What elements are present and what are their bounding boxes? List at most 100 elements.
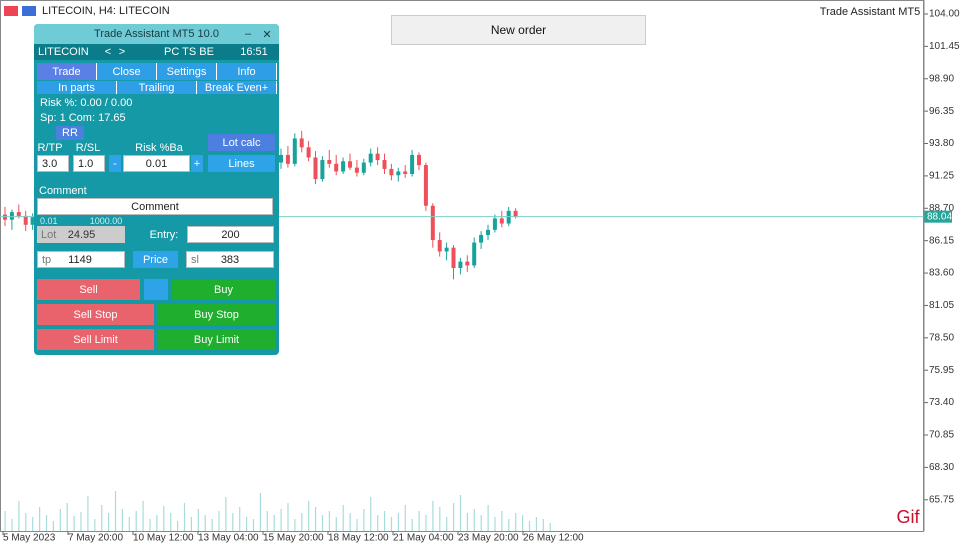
- volume-bar: [4, 511, 6, 531]
- symbol-title: LITECOIN, H4: LITECOIN: [4, 4, 170, 18]
- subtab[interactable]: In parts: [37, 81, 117, 94]
- y-tick-label: 65.75: [929, 494, 954, 505]
- volume-bar: [232, 513, 234, 531]
- mode: PC TS BE: [164, 46, 214, 58]
- tab[interactable]: Trade: [37, 63, 97, 80]
- candle-body: [437, 240, 442, 252]
- candle-body: [479, 234, 484, 243]
- prev-button[interactable]: <: [104, 46, 112, 58]
- spacer-button[interactable]: [144, 279, 168, 300]
- candle-body: [361, 162, 366, 173]
- tab[interactable]: Close: [97, 63, 157, 80]
- sell-button[interactable]: Sell: [37, 279, 140, 300]
- tab[interactable]: Info: [217, 63, 277, 80]
- minimize[interactable]: –: [244, 28, 252, 40]
- volume-bar: [252, 519, 255, 531]
- volume-bar: [87, 496, 89, 531]
- buy-button[interactable]: Buy Stop: [158, 304, 275, 325]
- candle-body: [306, 147, 311, 158]
- volume-bar: [128, 517, 130, 531]
- next-button[interactable]: >: [118, 46, 126, 58]
- volume-bar: [32, 517, 34, 531]
- y-tick-label: 96.35: [929, 106, 954, 117]
- candle-body: [341, 161, 346, 172]
- lot-input[interactable]: 24.95: [67, 228, 96, 241]
- volume-bar: [453, 503, 455, 531]
- volume-bar: [135, 511, 137, 531]
- volume-bar: [101, 505, 103, 531]
- volume-bar: [487, 505, 489, 531]
- candle-body: [292, 138, 297, 164]
- volume-bar: [370, 497, 372, 531]
- volume-bar: [73, 516, 75, 531]
- volume-bar: [418, 511, 420, 531]
- volume-bar: [197, 509, 199, 531]
- buy-button[interactable]: Buy Limit: [158, 329, 275, 350]
- subtab[interactable]: Trailing: [117, 81, 197, 94]
- volume-bar: [390, 517, 393, 531]
- volume-bar: [308, 501, 310, 531]
- candle-body: [486, 229, 490, 235]
- entry-input[interactable]: 200: [187, 226, 274, 243]
- rsl-input[interactable]: 1.0: [73, 155, 105, 172]
- subtab[interactable]: Break Even+: [197, 81, 277, 94]
- x-tick-label: 5 May 2023: [3, 533, 56, 544]
- icon: [22, 6, 36, 16]
- minus-button[interactable]: -: [109, 155, 121, 172]
- watermark: Gif: [896, 506, 920, 527]
- tab[interactable]: Settings: [157, 63, 217, 80]
- sl-input[interactable]: 383: [220, 253, 240, 266]
- lines-button[interactable]: Lines: [208, 155, 275, 172]
- risk-input[interactable]: 0.01: [123, 155, 190, 172]
- candle-body: [3, 214, 7, 220]
- y-tick-label: 83.60: [929, 268, 954, 279]
- candle-body: [375, 153, 380, 161]
- volume-bar: [349, 513, 351, 531]
- volume-bar: [204, 515, 206, 531]
- price-button[interactable]: Price: [133, 251, 178, 268]
- volume-bar: [363, 509, 365, 531]
- sell-button[interactable]: Sell Limit: [37, 329, 154, 350]
- candle-body: [499, 218, 504, 224]
- rtp-input[interactable]: 3.0: [37, 155, 69, 172]
- tp-input[interactable]: 1149: [68, 253, 92, 266]
- close[interactable]: ✕: [262, 28, 272, 41]
- volume-bar: [335, 517, 337, 531]
- trade-panel: Trade Assistant MT5 10.0 – ✕ LITECOIN < …: [34, 24, 279, 355]
- volume-bar: [114, 491, 117, 531]
- volume-bar: [321, 515, 324, 531]
- y-tick-label: 68.30: [929, 462, 954, 473]
- volume-bar: [542, 519, 544, 531]
- candle-body: [313, 157, 318, 180]
- symbol-select[interactable]: LITECOIN: [38, 46, 89, 58]
- volume-bar: [177, 521, 179, 531]
- new-order-button[interactable]: New order: [391, 15, 646, 45]
- plus-button[interactable]: +: [191, 155, 203, 172]
- volume-bar: [156, 515, 158, 531]
- spread-info: Sp: 1 Com: 17.65: [40, 112, 126, 124]
- rr-button[interactable]: RR: [56, 126, 84, 140]
- volume-bar: [494, 517, 496, 531]
- icon: [4, 6, 18, 16]
- y-tick-label: 101.45: [929, 41, 960, 52]
- volume-bar: [294, 519, 296, 531]
- x-tick-label: 26 May 12:00: [523, 533, 584, 544]
- sell-button[interactable]: Sell Stop: [37, 304, 154, 325]
- lot-calc-button[interactable]: Lot calc: [208, 134, 275, 151]
- comment-input[interactable]: Comment: [37, 198, 273, 215]
- volume-bar: [183, 503, 186, 531]
- volume-bar: [473, 509, 475, 531]
- candle-body: [472, 242, 477, 266]
- rsl-label: R/SL: [75, 142, 101, 154]
- volume-bar: [142, 501, 144, 531]
- tp-label: tp: [37, 251, 125, 268]
- y-tick-label: 88.70: [929, 203, 954, 214]
- volume-bar: [287, 503, 289, 531]
- lot-label: Lot: [37, 226, 125, 243]
- buy-button[interactable]: Buy: [172, 279, 275, 300]
- candle-body: [403, 171, 408, 174]
- sl-label: sl: [186, 251, 274, 268]
- candle-body: [320, 160, 325, 180]
- indicator-name: Trade Assistant MT5: [819, 6, 921, 18]
- x-tick-label: 18 May 12:00: [328, 533, 389, 544]
